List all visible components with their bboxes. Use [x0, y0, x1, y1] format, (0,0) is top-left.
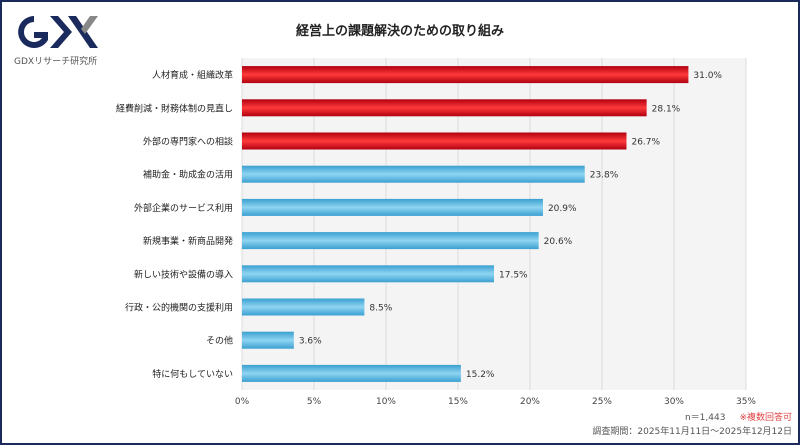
logo-subtitle: GDXリサーチ研究所 — [14, 57, 98, 67]
x-tick-label: 5% — [307, 397, 322, 407]
x-tick-label: 10% — [376, 397, 396, 407]
bar — [242, 298, 365, 316]
category-label: 補助金・助成金の活用 — [143, 169, 233, 181]
value-label: 8.5% — [369, 304, 392, 314]
bar — [242, 198, 543, 216]
value-label: 20.6% — [544, 237, 573, 247]
value-label: 31.0% — [693, 71, 722, 81]
value-label: 20.9% — [548, 204, 577, 214]
value-label: 15.2% — [466, 370, 495, 380]
bar — [242, 364, 461, 382]
category-label: 人材育成・組織改革 — [152, 69, 233, 81]
x-tick-label: 0% — [235, 397, 250, 407]
multiple-answers-note: ※複数回答可 — [739, 413, 792, 423]
category-label: 新規事業・新商品開発 — [143, 235, 233, 247]
bar — [242, 165, 585, 183]
x-tick-label: 30% — [664, 397, 684, 407]
x-tick-label: 35% — [736, 397, 756, 407]
gdx-logo — [12, 10, 102, 58]
chart-title: 経営上の課題解決のための取り組み — [295, 24, 504, 39]
category-label: 経費削減・財務体制の見直し — [116, 102, 233, 114]
bar — [242, 232, 539, 250]
value-label: 23.8% — [590, 171, 619, 181]
value-label: 28.1% — [652, 104, 681, 114]
x-tick-label: 25% — [592, 397, 612, 407]
bar — [242, 265, 494, 283]
bar — [242, 132, 627, 150]
survey-period: 調査期間：2025年11月11日～2025年12月12日 — [592, 427, 792, 437]
category-label: その他 — [206, 335, 233, 347]
n-count: n＝1,443 — [684, 413, 726, 423]
category-label: 外部の専門家への相談 — [143, 136, 233, 148]
value-label: 26.7% — [631, 138, 660, 148]
bar — [242, 66, 689, 84]
value-label: 3.6% — [299, 337, 322, 347]
sample-size: n＝1,443 ※複数回答可 — [685, 410, 792, 423]
category-label: 新しい技術や設備の導入 — [134, 268, 233, 280]
bar — [242, 331, 294, 349]
category-label: 行政・公的機関の支援利用 — [125, 302, 233, 314]
category-label: 外部企業のサービス利用 — [134, 202, 233, 214]
category-label: 特に何もしていない — [152, 368, 233, 380]
bar — [242, 99, 647, 117]
x-tick-label: 15% — [448, 397, 468, 407]
value-label: 17.5% — [499, 270, 528, 280]
x-tick-label: 20% — [520, 397, 540, 407]
